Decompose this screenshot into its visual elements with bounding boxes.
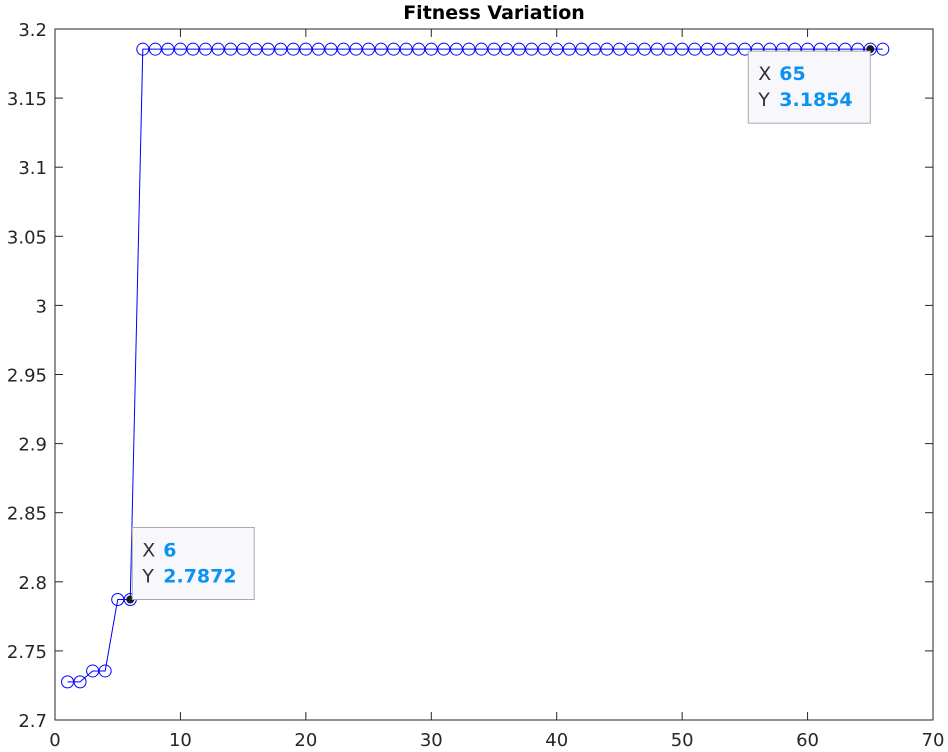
y-tick-label: 2.75: [7, 642, 47, 663]
data-point-marker: [575, 42, 589, 56]
y-tick-label: 3.15: [7, 89, 47, 110]
data-point-marker: [713, 42, 727, 56]
x-tick-label: 40: [545, 730, 568, 751]
data-point-marker: [98, 664, 112, 678]
data-point-marker: [362, 42, 376, 56]
datatip-y-value: 3.1854: [779, 89, 852, 111]
data-point-marker: [61, 675, 75, 689]
data-point-marker: [449, 42, 463, 56]
data-point-marker: [663, 42, 677, 56]
data-point-marker: [73, 675, 87, 689]
y-tick-label: 2.95: [7, 366, 47, 387]
data-point-marker: [876, 42, 890, 56]
data-point-marker: [199, 42, 213, 56]
y-tick-label: 3.05: [7, 227, 47, 248]
data-point-marker: [111, 592, 125, 606]
data-point-marker: [311, 42, 325, 56]
data-point-marker: [387, 42, 401, 56]
data-point-marker: [236, 42, 250, 56]
y-tick-label: 2.8: [18, 573, 47, 594]
data-point-marker: [274, 42, 288, 56]
data-point-marker: [725, 42, 739, 56]
datatip-box: [131, 526, 255, 600]
datatip-box: [747, 50, 871, 124]
x-tick-label: 0: [49, 730, 60, 751]
data-point-marker: [286, 42, 300, 56]
data-point-marker: [374, 42, 388, 56]
axes: 0 10 20 30 40 50 60 70 2.7 2.75 2.8 2.85 2.9 2.95 3 3.0…: [7, 20, 945, 751]
data-point-marker: [600, 42, 614, 56]
data-point-marker: [299, 42, 313, 56]
data-point-marker: [324, 42, 338, 56]
data-point-marker: [336, 42, 350, 56]
data-point-marker: [512, 42, 526, 56]
x-tick-label: 30: [420, 730, 443, 751]
x-tick-label: 20: [294, 730, 317, 751]
data-point-marker: [437, 42, 451, 56]
data-point-marker: [675, 42, 689, 56]
data-point-marker: [550, 42, 564, 56]
data-point-marker: [738, 42, 752, 56]
data-point-marker: [587, 42, 601, 56]
y-tick-label: 2.7: [18, 711, 47, 732]
data-point-marker: [224, 42, 238, 56]
data-point-marker: [161, 42, 175, 56]
chart-title: Fitness Variation: [403, 2, 585, 24]
datatip-x-label: X: [142, 539, 155, 561]
data-point-marker: [525, 42, 539, 56]
series-line-group: [61, 42, 890, 689]
data-point-marker: [650, 42, 664, 56]
data-point-marker: [474, 42, 488, 56]
data-point-marker: [638, 42, 652, 56]
plot-frame: [54, 28, 934, 721]
data-point-marker: [261, 42, 275, 56]
y-tick-label: 3: [36, 296, 47, 317]
data-point-marker: [462, 42, 476, 56]
x-tick-label: 10: [169, 730, 192, 751]
data-point-marker: [86, 664, 100, 678]
x-tick-label: 60: [796, 730, 819, 751]
data-point-marker: [500, 42, 514, 56]
data-point-marker: [148, 42, 162, 56]
data-point-marker: [688, 42, 702, 56]
datatip-x-label: X: [758, 63, 771, 85]
y-tick-label: 3.2: [18, 20, 47, 41]
datatip-y-value: 2.7872: [163, 565, 236, 587]
data-point-marker: [537, 42, 551, 56]
data-point-marker: [186, 42, 200, 56]
data-point-marker: [562, 42, 576, 56]
datatip-x-value: 65: [779, 63, 805, 85]
data-point-marker: [625, 42, 639, 56]
data-point-marker: [412, 42, 426, 56]
datatip-x-value: 6: [163, 539, 176, 561]
x-tick-label: 70: [922, 730, 945, 751]
data-point-marker: [136, 42, 150, 56]
data-point-marker: [173, 42, 187, 56]
data-point-marker: [424, 42, 438, 56]
data-point-marker: [211, 42, 225, 56]
data-point-marker: [612, 42, 626, 56]
x-tick-label: 50: [671, 730, 694, 751]
y-tick-label: 2.9: [18, 435, 47, 456]
data-point-marker: [487, 42, 501, 56]
y-tick-label: 3.1: [18, 158, 47, 179]
datatip-y-label: Y: [757, 89, 770, 111]
data-point-marker: [349, 42, 363, 56]
data-point-marker: [700, 42, 714, 56]
data-point-marker: [399, 42, 413, 56]
datatip-y-label: Y: [141, 565, 154, 587]
data-point-marker: [249, 42, 263, 56]
y-tick-label: 2.85: [7, 504, 47, 525]
